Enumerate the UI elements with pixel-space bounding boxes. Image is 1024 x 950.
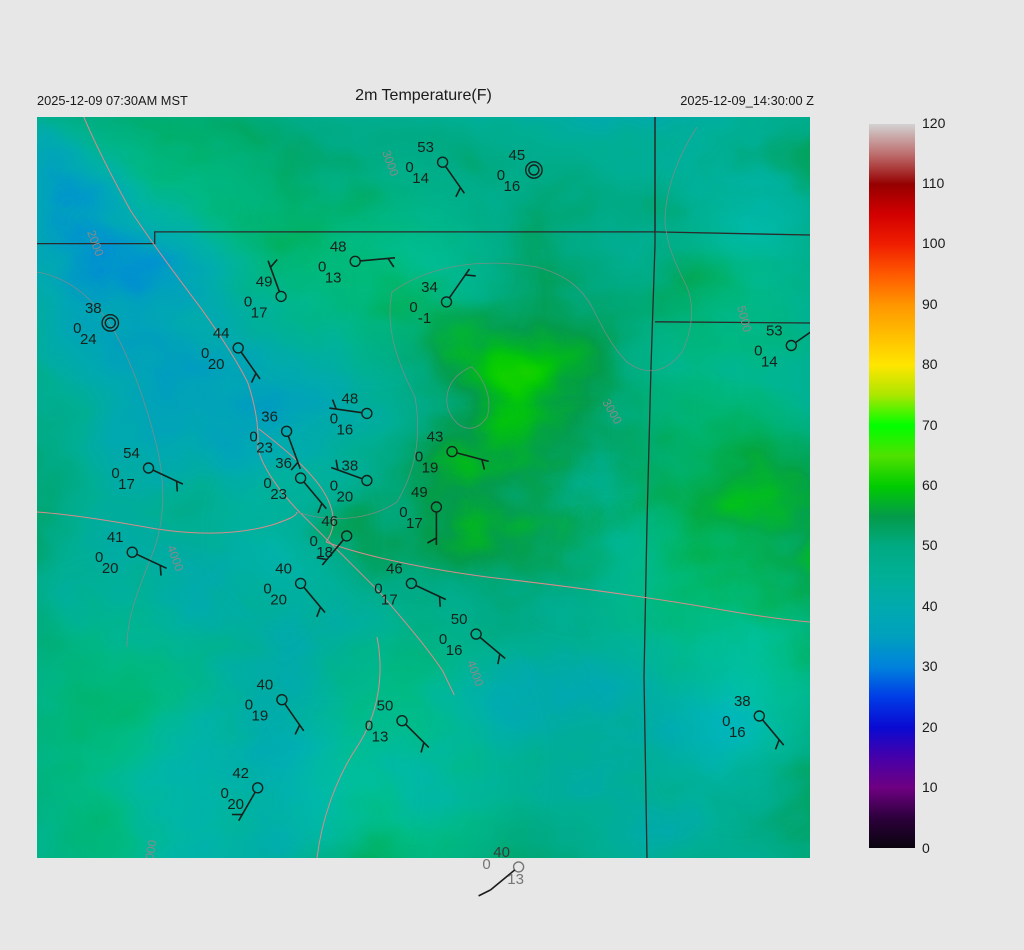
svg-text:40: 40 (493, 844, 510, 861)
svg-text:0: 0 (482, 856, 490, 873)
svg-text:13: 13 (507, 871, 524, 888)
